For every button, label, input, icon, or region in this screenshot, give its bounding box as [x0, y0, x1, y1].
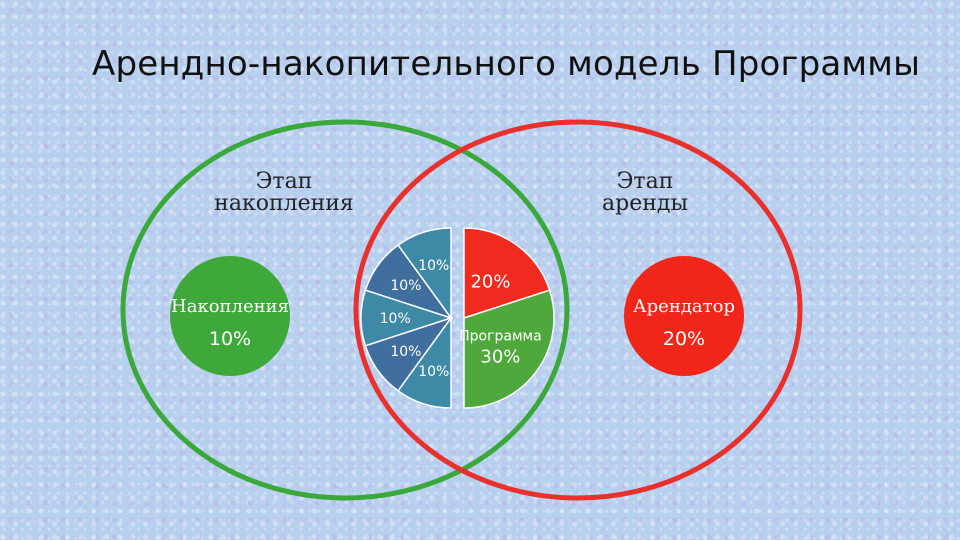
accumulation-stage-label-line1: Этап [256, 169, 313, 194]
pie-slice-left-3-label: 10% [380, 311, 411, 327]
savings-bubble [170, 256, 290, 376]
rent-stage-circle [353, 119, 803, 501]
savings-value: 10% [209, 328, 251, 350]
rent-stage-label-line2: аренды [602, 191, 688, 216]
pie-slice-left-1-label: 10% [418, 258, 449, 274]
rent-stage-label-line1: Этап [617, 169, 674, 194]
pie-slice-right-1-label: 20% [470, 272, 510, 293]
page-title: Арендно-накопительного модель Программы [92, 44, 921, 84]
pie-slice-left-5-label: 10% [418, 364, 449, 380]
tenant-label: Арендатор [633, 296, 735, 317]
accumulation-stage-circle [120, 119, 570, 501]
pie-slice-right-2 [463, 289, 555, 409]
tenant-value: 20% [663, 328, 705, 350]
pie-slice-left-2-label: 10% [390, 278, 421, 294]
pie-slice-right-2-name: Программа [459, 329, 542, 345]
savings-label: Накопления [171, 296, 289, 317]
accumulation-stage-label-line2: накопления [214, 191, 354, 216]
tenant-bubble [624, 256, 744, 376]
pie-slice-left-4-label: 10% [390, 344, 421, 360]
pie-slice-left-5 [397, 315, 452, 409]
pie-slice-right-1 [463, 227, 551, 320]
pie-slice-right-2-label: 30% [480, 347, 520, 368]
program-pie-chart: 10% 10% 10% 10% 10% 20% Программа 30% [360, 227, 555, 409]
